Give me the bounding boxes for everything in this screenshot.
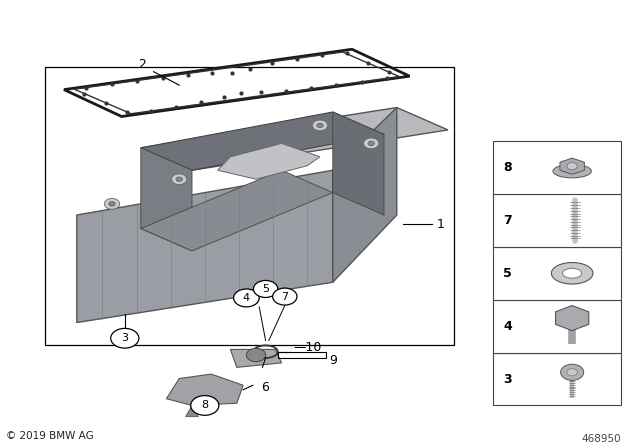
Circle shape [246, 349, 266, 362]
Polygon shape [333, 108, 397, 282]
Circle shape [109, 202, 115, 206]
Circle shape [234, 289, 259, 307]
Polygon shape [141, 148, 192, 251]
Circle shape [364, 138, 379, 149]
Bar [493, 247, 621, 300]
Text: 4: 4 [243, 293, 250, 303]
Ellipse shape [553, 164, 591, 178]
Text: 3: 3 [122, 333, 128, 343]
Text: 6: 6 [261, 381, 269, 394]
Circle shape [561, 364, 584, 380]
Polygon shape [560, 158, 584, 174]
Text: 8: 8 [201, 401, 209, 410]
Circle shape [567, 163, 577, 170]
Text: 1: 1 [437, 217, 445, 231]
Circle shape [567, 369, 577, 376]
Polygon shape [166, 374, 243, 405]
Bar [45, 67, 454, 345]
Text: 8: 8 [503, 161, 511, 174]
Polygon shape [141, 170, 333, 251]
Polygon shape [141, 112, 384, 170]
Bar [493, 194, 621, 247]
Polygon shape [77, 170, 333, 323]
Text: —10: —10 [293, 340, 321, 354]
Bar [278, 352, 326, 358]
Text: 7: 7 [503, 214, 512, 227]
Text: 4: 4 [503, 319, 512, 333]
Text: 468950: 468950 [581, 434, 621, 444]
Polygon shape [186, 405, 198, 417]
Polygon shape [333, 112, 384, 215]
Circle shape [176, 177, 182, 181]
Circle shape [104, 198, 120, 209]
Circle shape [172, 174, 187, 185]
Bar [493, 353, 621, 405]
Circle shape [317, 123, 323, 128]
Bar [493, 300, 621, 353]
Circle shape [312, 120, 328, 131]
Circle shape [111, 328, 139, 348]
Polygon shape [141, 108, 448, 170]
Text: 3: 3 [503, 372, 511, 386]
Circle shape [368, 141, 374, 146]
Text: 2: 2 [138, 58, 146, 72]
Circle shape [253, 280, 278, 297]
Text: 9: 9 [330, 354, 337, 367]
Circle shape [191, 396, 219, 415]
Text: 5: 5 [503, 267, 512, 280]
Circle shape [273, 288, 297, 305]
Text: 7: 7 [281, 292, 289, 302]
Ellipse shape [563, 268, 582, 278]
Bar [493, 141, 621, 194]
Text: 5: 5 [262, 284, 269, 294]
Polygon shape [218, 143, 320, 179]
Polygon shape [556, 306, 589, 331]
Ellipse shape [552, 263, 593, 284]
Polygon shape [230, 349, 282, 367]
Text: © 2019 BMW AG: © 2019 BMW AG [6, 431, 94, 441]
